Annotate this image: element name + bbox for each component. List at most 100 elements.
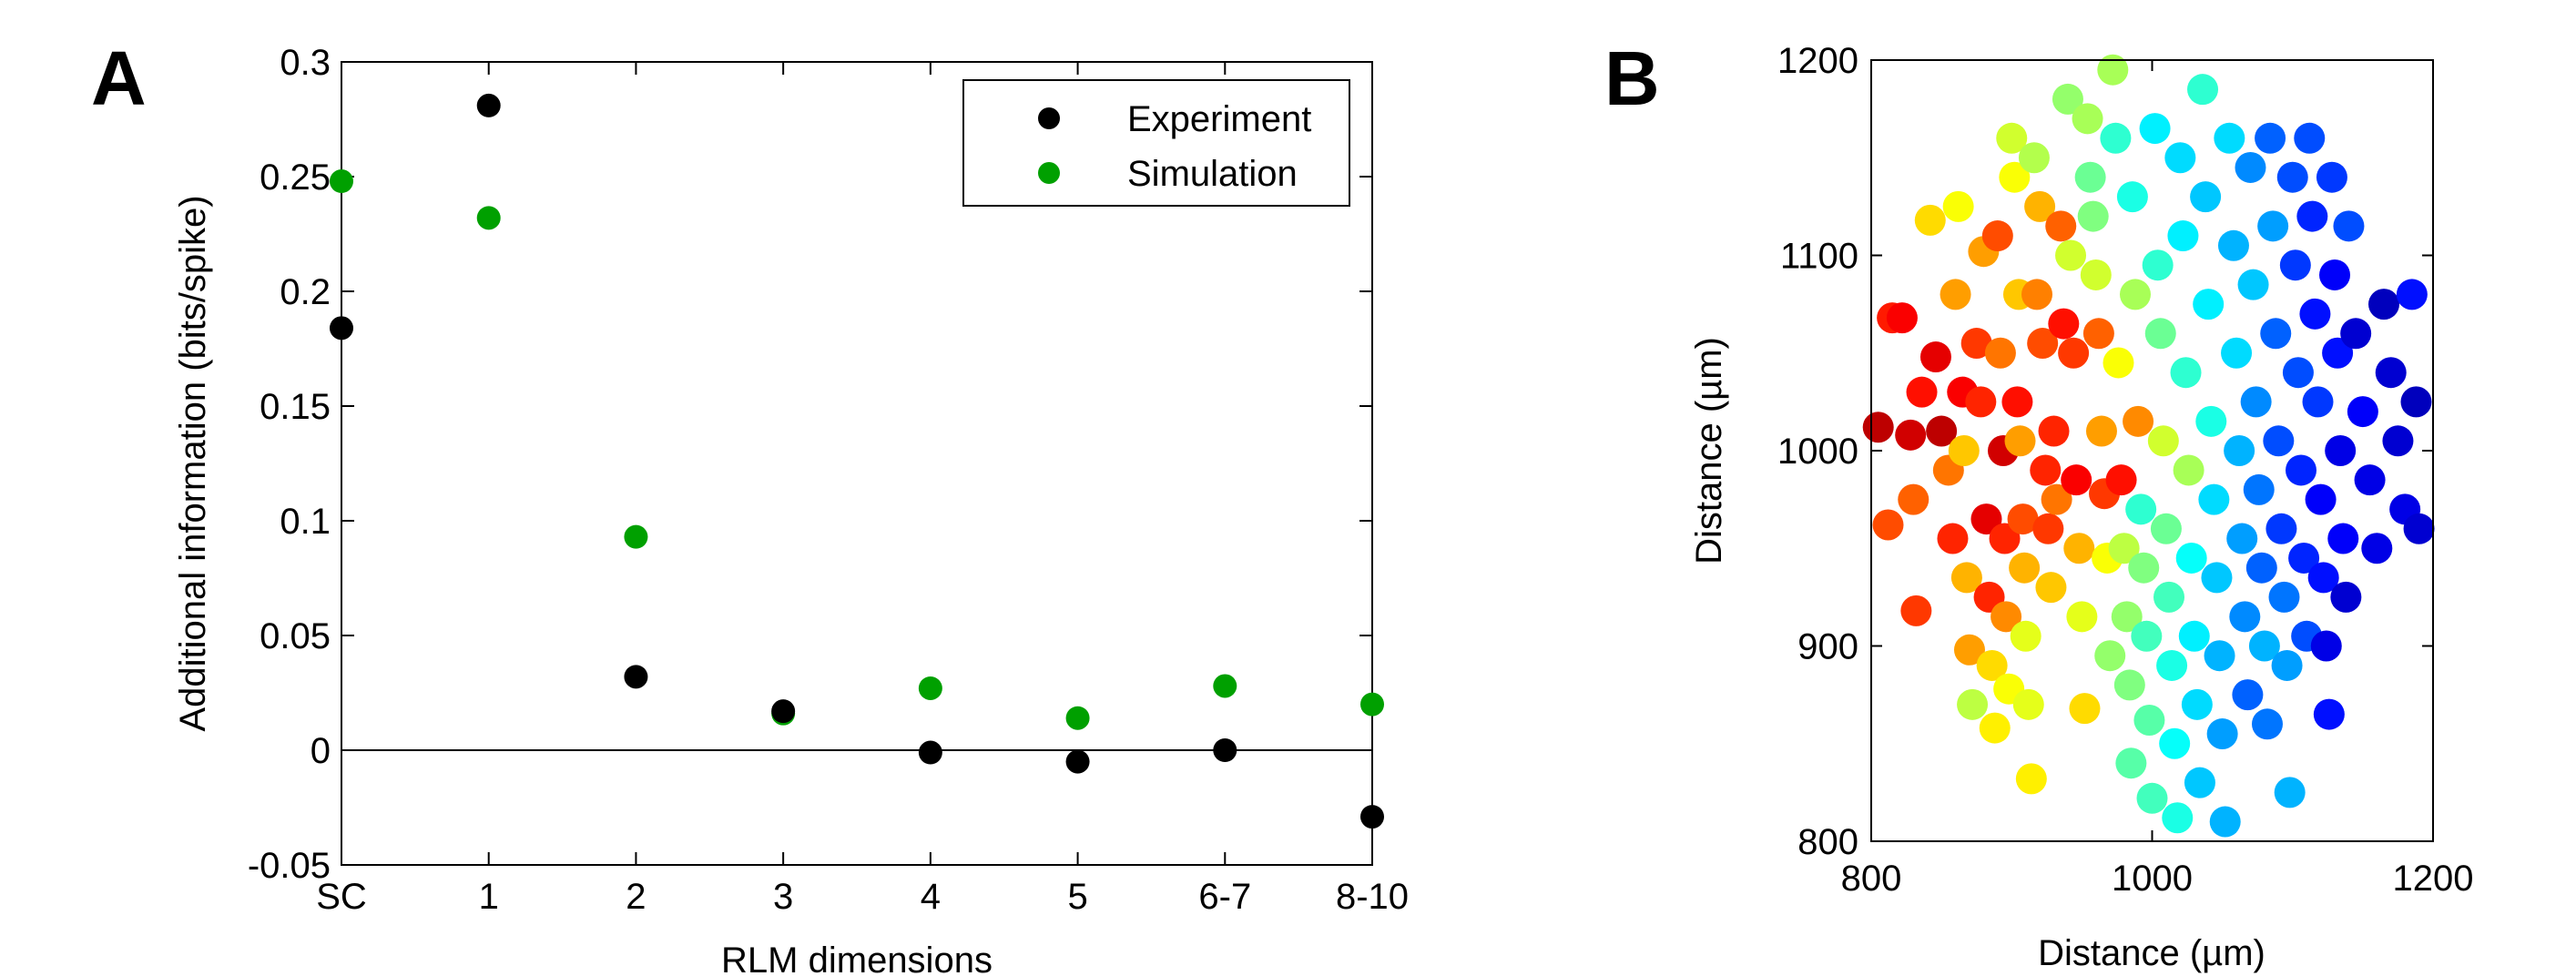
neuron-point	[2375, 357, 2407, 389]
neuron-point	[2319, 259, 2351, 290]
neuron-point	[2021, 279, 2053, 310]
chart-a-legend-box	[962, 79, 1350, 207]
neuron-point	[2167, 220, 2199, 252]
neuron-point	[1957, 688, 1989, 720]
neuron-point	[2245, 552, 2277, 584]
neuron-point	[2142, 249, 2174, 281]
neuron-point	[2105, 464, 2137, 496]
chart-a-x-tick-label: 5	[1067, 877, 1087, 917]
point-simulation-4	[918, 676, 942, 700]
neuron-point	[2045, 210, 2077, 242]
chart-a-x-tick-label: 6-7	[1198, 877, 1251, 917]
neuron-point	[2115, 747, 2147, 779]
neuron-point	[1989, 523, 2021, 554]
neuron-point	[1919, 341, 1951, 373]
neuron-point	[2041, 483, 2072, 515]
neuron-point	[2330, 581, 2362, 613]
neuron-point	[2125, 493, 2157, 525]
neuron-point	[2123, 405, 2154, 437]
neuron-point	[2063, 533, 2095, 564]
neuron-point	[1906, 376, 1938, 408]
panel-a-letter: A	[91, 36, 147, 121]
neuron-point	[2009, 552, 2041, 584]
neuron-point	[2119, 279, 2151, 310]
neuron-point	[2198, 483, 2230, 515]
chart-b-x-tick-label: 1000	[2112, 859, 2193, 899]
neuron-point	[1999, 161, 2031, 193]
legend-label-simulation: Simulation	[1127, 154, 1298, 194]
neuron-point	[2347, 396, 2378, 428]
neuron-point	[1900, 595, 1932, 626]
point-experiment-8-10	[1360, 805, 1384, 829]
neuron-point	[2100, 122, 2132, 154]
point-experiment-5	[1065, 749, 1090, 774]
neuron-point	[2162, 802, 2194, 834]
neuron-point	[2310, 630, 2342, 662]
point-simulation-6-7	[1213, 674, 1237, 698]
point-simulation-1	[476, 206, 501, 230]
chart-b-points	[1862, 54, 2435, 838]
point-simulation-8-10	[1360, 692, 1384, 717]
neuron-point	[1886, 302, 1918, 334]
neuron-point	[1984, 337, 2016, 369]
neuron-point	[2286, 454, 2317, 486]
neuron-point	[2018, 142, 2050, 174]
legend-marker-experiment	[1038, 107, 1060, 129]
neuron-point	[2074, 161, 2106, 193]
neuron-point	[2133, 705, 2165, 737]
neuron-point	[2144, 318, 2176, 350]
chart-a-legend: Experiment Simulation	[962, 79, 1350, 207]
neuron-point	[2313, 698, 2345, 730]
neuron-point	[1991, 601, 2022, 633]
chart-b-y-tick-label: 1200	[1777, 41, 1858, 81]
neuron-point	[1950, 562, 1982, 594]
neuron-point	[2333, 210, 2365, 242]
neuron-point	[2178, 620, 2210, 652]
legend-label-experiment: Experiment	[1127, 99, 1311, 139]
point-simulation-2	[624, 524, 648, 549]
neuron-point	[2038, 415, 2070, 447]
chart-b-y-ticks: 800 900 1000 1100 1200	[1777, 41, 2433, 862]
neuron-point	[1914, 204, 1946, 236]
neuron-point	[1940, 279, 1971, 310]
neuron-point	[2069, 693, 2101, 725]
neuron-point	[2195, 405, 2227, 437]
neuron-point	[2032, 513, 2064, 544]
chart-a-points	[330, 93, 1384, 829]
neuron-point	[2058, 337, 2090, 369]
neuron-point	[2193, 289, 2225, 320]
neuron-point	[2260, 318, 2292, 350]
chart-b-y-axis-label: Distance (µm)	[1689, 337, 1729, 564]
neuron-point	[2271, 649, 2303, 681]
chart-a-x-tick-label: 2	[626, 877, 646, 917]
neuron-point	[2082, 318, 2114, 350]
neuron-point	[2156, 649, 2188, 681]
point-experiment-3	[771, 699, 796, 724]
neuron-point	[2232, 679, 2264, 711]
neuron-point	[2147, 425, 2179, 457]
neuron-point	[2354, 464, 2386, 496]
neuron-point	[2066, 601, 2098, 633]
chart-b-x-tick-label: 1200	[2393, 859, 2474, 899]
chart-a: -0.05 0 0.05 0.1 0.15 0.2 0.25 0.3 SC 1 2 3 4 5 6-7 8-…	[173, 43, 1409, 976]
neuron-point	[1979, 712, 2011, 744]
neuron-point	[2299, 298, 2331, 330]
neuron-point	[1981, 220, 2013, 252]
chart-b-y-tick-label: 800	[1797, 822, 1858, 862]
neuron-point	[2209, 806, 2241, 838]
neuron-point	[2255, 122, 2286, 154]
neuron-point	[2094, 640, 2126, 672]
point-experiment-2	[624, 665, 648, 689]
neuron-point	[2396, 279, 2428, 310]
neuron-point	[2024, 190, 2056, 222]
chart-a-y-tick-label: 0	[311, 731, 331, 771]
neuron-point	[2235, 151, 2266, 183]
point-simulation-5	[1065, 706, 1090, 730]
neuron-point	[1960, 328, 1992, 360]
neuron-point	[2097, 54, 2129, 86]
neuron-point	[2307, 562, 2339, 594]
neuron-point	[2111, 601, 2143, 633]
chart-a-y-tick-label: 0.05	[260, 616, 331, 656]
neuron-point	[2153, 581, 2185, 613]
